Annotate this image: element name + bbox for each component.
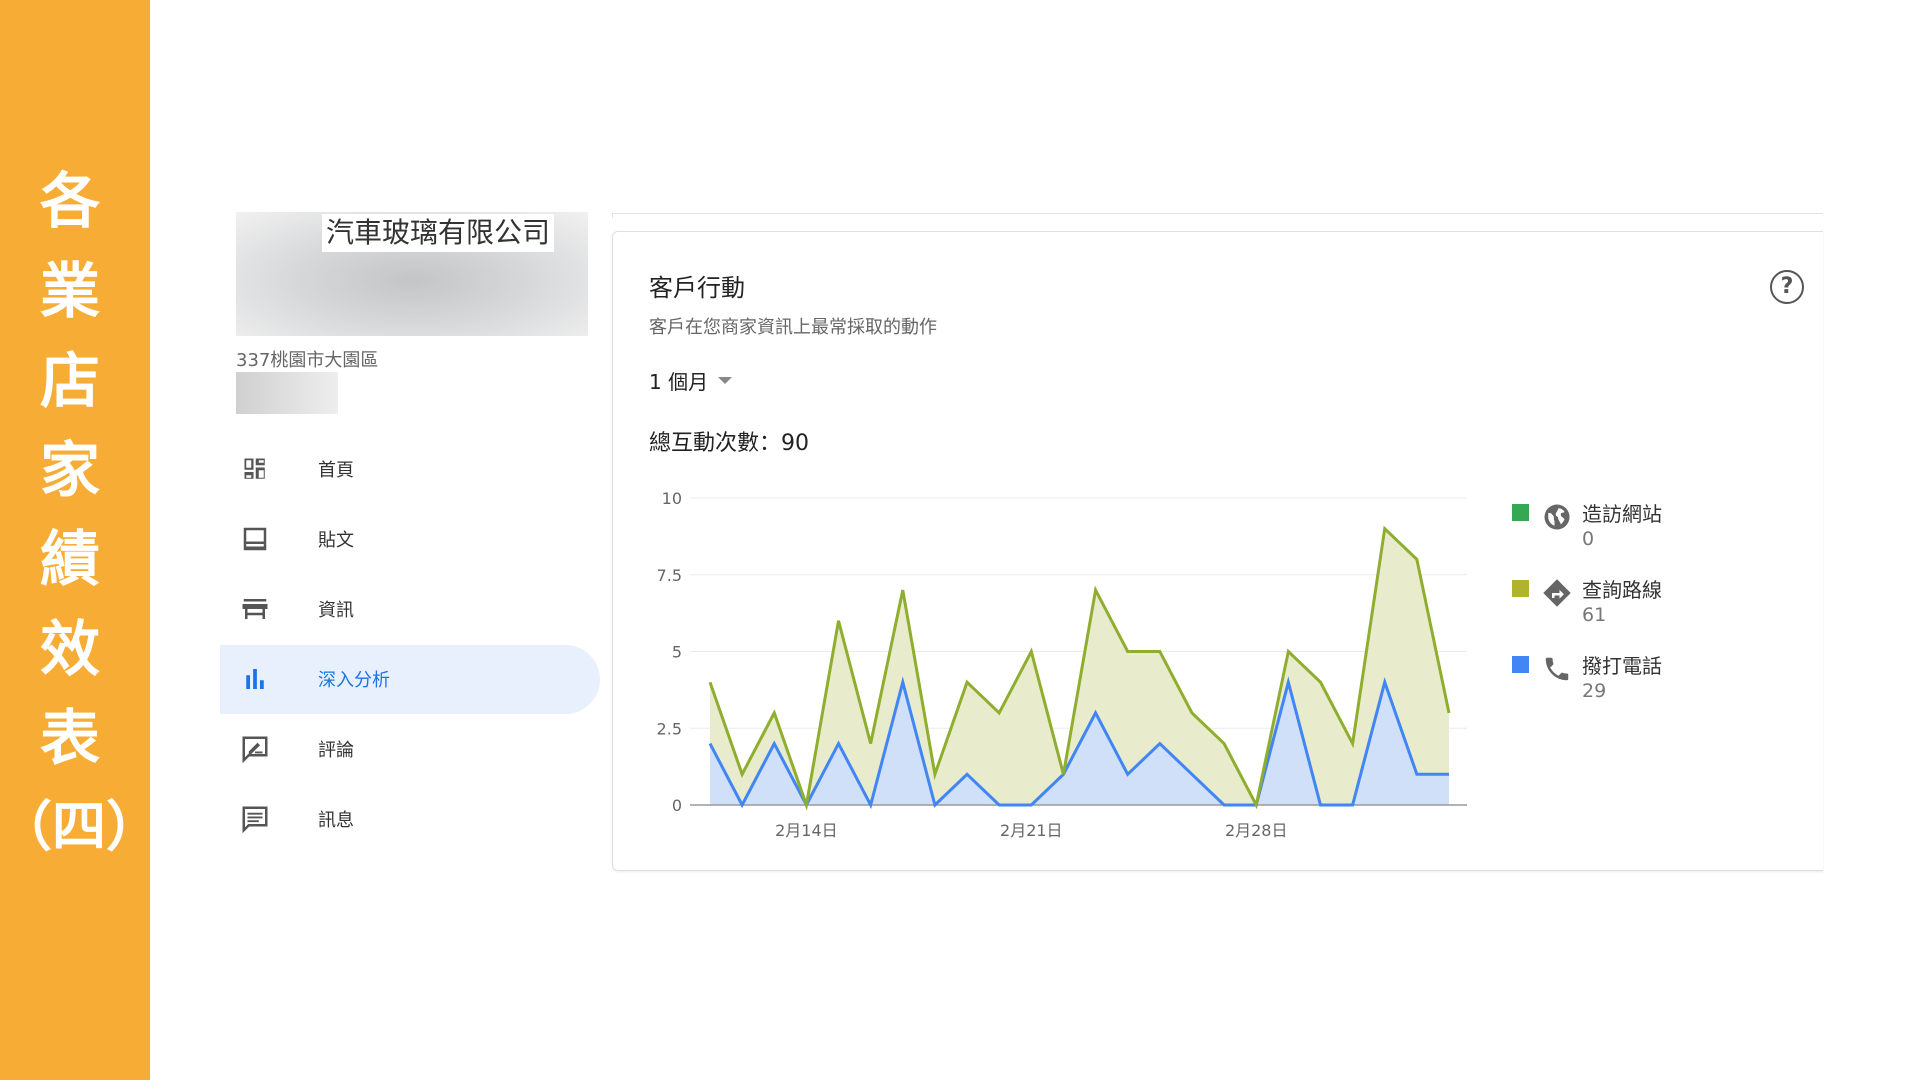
x-tick-label: 2月28日 — [1225, 821, 1288, 840]
globe-icon — [1544, 504, 1570, 530]
y-tick-label: 7.5 — [657, 566, 682, 585]
nav-label: 貼文 — [318, 530, 354, 551]
card-title: 客戶行動 — [649, 274, 745, 302]
period-value: 1 個月 — [649, 370, 709, 394]
series-line-撥打電話 — [708, 676, 1449, 810]
banner-char: 店 — [40, 347, 100, 417]
title-banner: 各 業 店 家 績 效 表 （四） — [0, 0, 160, 1080]
business-name: 汽車玻璃有限公司 — [322, 214, 555, 252]
legend-value: 61 — [1582, 604, 1607, 626]
banner-char: 表 — [40, 704, 100, 774]
card-subtitle: 客戶在您商家資訊上最常採取的動作 — [649, 317, 937, 338]
nav-active-highlight — [220, 645, 600, 714]
redacted-info — [236, 372, 338, 414]
area-查詢路線 — [710, 528, 1449, 805]
legend-label: 造訪網站 — [1582, 502, 1662, 526]
series-line-查詢路線 — [708, 525, 1451, 811]
storefront-icon — [242, 599, 268, 619]
banner-char: 各 — [40, 167, 100, 237]
x-tick-label: 2月14日 — [775, 821, 838, 840]
legend-value: 0 — [1582, 528, 1595, 550]
rate-review-icon — [242, 736, 268, 764]
banner-char: 效 — [40, 615, 100, 685]
nav-label: 深入分析 — [318, 670, 390, 691]
help-icon[interactable]: ? — [1770, 270, 1804, 304]
card-divider — [612, 213, 1823, 218]
bar-chart-icon — [246, 669, 264, 689]
nav-item-reviews[interactable]: 評論 — [236, 729, 596, 769]
legend-swatch — [1512, 580, 1529, 597]
total-interactions: 總互動次數：90 — [649, 431, 809, 456]
nav-label: 訊息 — [318, 810, 354, 831]
banner-char: 業 — [40, 257, 100, 327]
nav-item-home[interactable]: 首頁 — [236, 449, 596, 489]
nav-label: 資訊 — [318, 600, 354, 621]
posts-icon — [243, 527, 267, 551]
y-tick-label: 0 — [672, 796, 682, 815]
dashboard-icon — [244, 458, 265, 479]
y-tick-label: 5 — [672, 643, 682, 662]
customer-actions-card — [612, 231, 1823, 871]
legend-swatch — [1512, 656, 1529, 673]
legend-label: 查詢路線 — [1582, 578, 1662, 602]
phone-icon — [1545, 657, 1569, 681]
message-icon — [242, 806, 268, 834]
x-tick-label: 2月21日 — [1000, 821, 1063, 840]
period-dropdown[interactable]: 1 個月 — [649, 366, 733, 395]
business-address: 337桃園市大園區 — [236, 350, 379, 371]
nav-label: 評論 — [318, 740, 354, 761]
legend-label: 撥打電話 — [1582, 654, 1662, 678]
caret-down-icon — [718, 377, 733, 384]
nav-item-posts[interactable]: 貼文 — [236, 519, 596, 559]
nav-item-insights[interactable]: 深入分析 — [236, 659, 596, 699]
nav-label: 首頁 — [318, 460, 354, 481]
banner-char: （四） — [0, 795, 160, 858]
nav-item-info[interactable]: 資訊 — [236, 589, 596, 629]
y-tick-label: 10 — [662, 489, 682, 508]
banner-char: 績 — [40, 525, 100, 595]
directions-icon — [1543, 579, 1571, 607]
legend-value: 29 — [1582, 680, 1607, 702]
y-tick-label: 2.5 — [657, 719, 682, 738]
nav-item-messages[interactable]: 訊息 — [236, 799, 596, 839]
legend-swatch — [1512, 504, 1529, 521]
banner-char: 家 — [40, 436, 100, 506]
